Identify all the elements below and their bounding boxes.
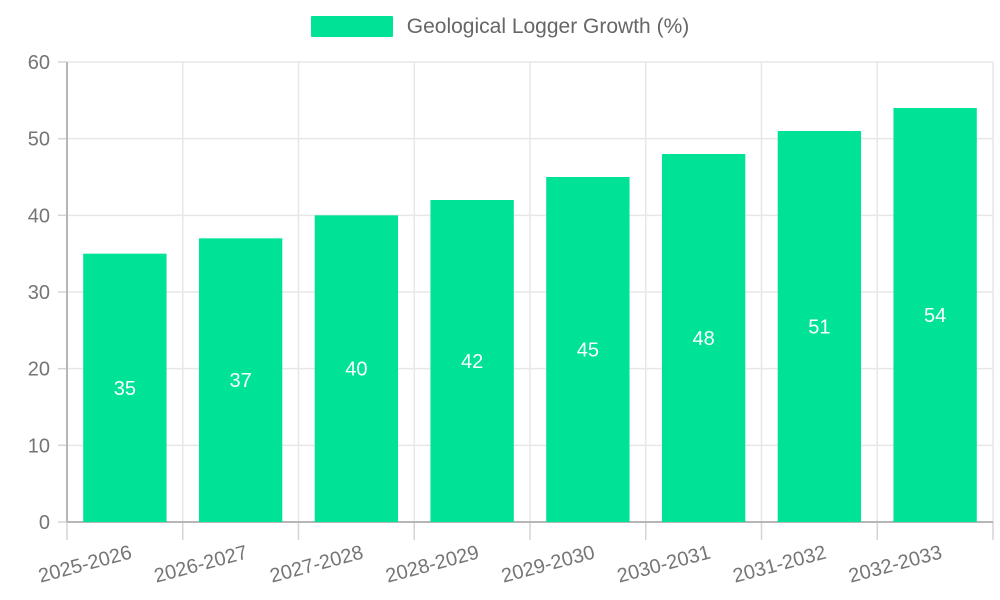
x-tick-label: 2032-2033 [846, 542, 944, 588]
y-tick-label: 20 [28, 359, 50, 381]
y-tick-label: 60 [28, 52, 50, 74]
bar-value-label: 48 [693, 328, 715, 350]
bar[interactable] [661, 154, 746, 522]
bar-value-label: 37 [230, 370, 252, 392]
bar[interactable] [83, 253, 167, 522]
bar-value-label: 40 [345, 359, 367, 381]
bar-value-label: 42 [461, 351, 483, 373]
x-tick-label: 2028-2029 [383, 542, 481, 588]
x-tick-label: 2029-2030 [499, 542, 597, 588]
bar[interactable] [430, 200, 514, 522]
y-tick-label: 10 [28, 435, 50, 457]
legend-swatch [310, 16, 393, 37]
bar[interactable] [546, 177, 630, 522]
bar-value-label: 54 [924, 305, 946, 327]
bar[interactable] [198, 238, 283, 523]
bar-value-label: 51 [808, 317, 830, 339]
bar[interactable] [893, 108, 977, 522]
bar[interactable] [314, 215, 399, 523]
y-tick-label: 0 [39, 512, 50, 534]
bar-value-label: 45 [577, 340, 599, 362]
legend-label: Geological Logger Growth (%) [406, 15, 690, 38]
bar-value-label: 35 [114, 378, 136, 400]
bar[interactable] [777, 131, 862, 522]
x-tick-label: 2027-2028 [268, 542, 366, 588]
y-tick-label: 40 [28, 205, 50, 227]
x-tick-label: 2026-2027 [152, 542, 250, 588]
y-tick-label: 50 [28, 129, 50, 151]
x-tick-label: 2030-2031 [615, 542, 713, 588]
x-tick-label: 2025-2026 [36, 542, 134, 588]
y-tick-label: 30 [28, 282, 50, 304]
x-tick-label: 2031-2032 [731, 542, 829, 588]
legend-item[interactable]: Geological Logger Growth (%) [0, 16, 1000, 37]
